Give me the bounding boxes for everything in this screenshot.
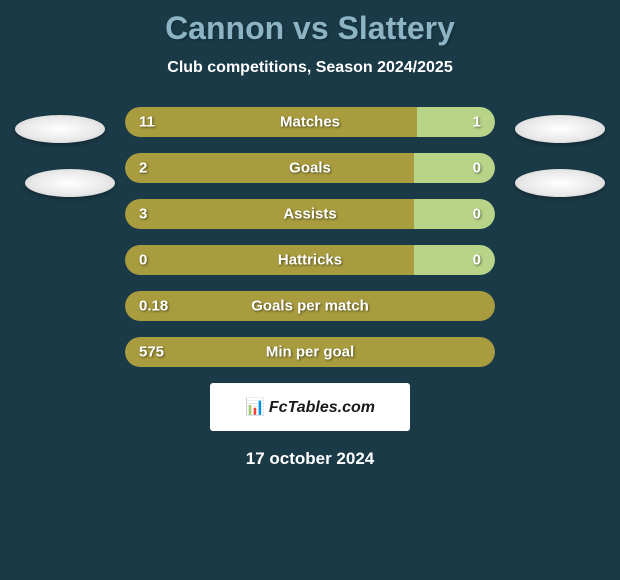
stat-value-right: 0 [473,252,481,269]
stat-row: 575 Min per goal [125,337,495,367]
player-badge-right-1 [515,115,605,143]
logo-label: FcTables.com [269,399,375,416]
main-container: Cannon vs Slattery Club competitions, Se… [0,0,620,469]
bar-left [125,245,414,275]
stat-value-right: 0 [473,160,481,177]
bar-left [125,107,417,137]
stat-value-right: 1 [473,114,481,131]
stat-value-left: 575 [139,344,164,361]
stat-row: 0 Hattricks 0 [125,245,495,275]
stats-area: 11 Matches 1 2 Goals 0 3 Assists 0 0 Hattricks 0 0.1… [0,107,620,367]
page-title: Cannon vs Slattery [0,10,620,47]
stat-label: Min per goal [266,344,354,361]
stat-label: Matches [280,114,340,131]
stat-rows-container: 11 Matches 1 2 Goals 0 3 Assists 0 0 Hattricks 0 0.1… [125,107,495,367]
player-badge-left-2 [25,169,115,197]
bar-left [125,199,414,229]
bar-right [417,107,495,137]
bar-right [414,199,495,229]
player-badge-left-1 [15,115,105,143]
stat-value-left: 0.18 [139,298,168,315]
chart-icon: 📊 [245,397,265,417]
stat-row: 2 Goals 0 [125,153,495,183]
logo-text: 📊FcTables.com [245,397,375,417]
stat-label: Goals [289,160,331,177]
bar-left [125,153,414,183]
stat-label: Goals per match [251,298,369,315]
player-badge-right-2 [515,169,605,197]
subtitle: Club competitions, Season 2024/2025 [0,59,620,77]
stat-value-left: 3 [139,206,147,223]
bar-right [414,245,495,275]
stat-label: Hattricks [278,252,342,269]
stat-row: 11 Matches 1 [125,107,495,137]
stat-value-left: 11 [139,114,155,131]
bar-right [414,153,495,183]
date-label: 17 october 2024 [0,449,620,469]
stat-row: 0.18 Goals per match [125,291,495,321]
stat-value-left: 0 [139,252,147,269]
logo-box[interactable]: 📊FcTables.com [210,383,410,431]
stat-value-left: 2 [139,160,147,177]
stat-label: Assists [283,206,336,223]
stat-value-right: 0 [473,206,481,223]
stat-row: 3 Assists 0 [125,199,495,229]
